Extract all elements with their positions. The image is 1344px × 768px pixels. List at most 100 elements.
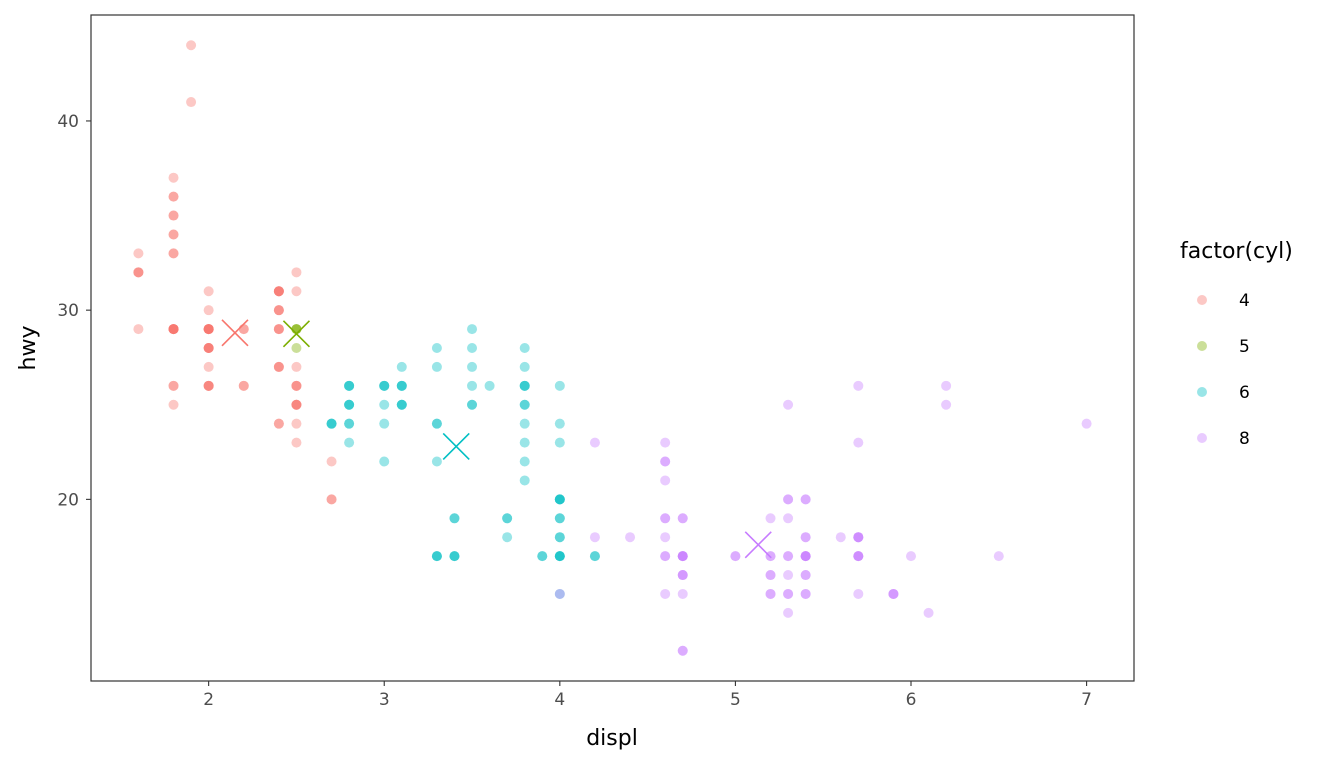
data-point-cyl-4	[133, 267, 144, 278]
data-point-cyl-4	[273, 286, 284, 297]
legend-title: factor(cyl)	[1180, 239, 1293, 264]
data-point-cyl-6	[502, 513, 513, 524]
data-point-cyl-8	[835, 532, 846, 543]
data-point-cyl-8	[765, 513, 776, 524]
data-point-cyl-6	[484, 380, 495, 391]
data-point-cyl-4	[203, 324, 214, 335]
data-point-cyl-6	[379, 418, 390, 429]
data-point-cyl-8	[923, 607, 934, 618]
legend-label: 4	[1239, 291, 1250, 311]
data-point-cyl-6	[379, 380, 390, 391]
data-point-cyl-4	[203, 380, 214, 391]
data-point-cyl-8	[800, 551, 811, 562]
data-point-cyl-8	[783, 551, 794, 562]
data-point-cyl-6	[467, 399, 478, 410]
data-point-cyl-8	[677, 570, 688, 581]
y-axis: 20 30 40	[57, 112, 91, 510]
data-point-cyl-4	[186, 97, 197, 108]
data-point-cyl-4	[168, 399, 179, 410]
data-point-cyl-8	[941, 380, 952, 391]
data-point-cyl-6	[519, 437, 530, 448]
data-point-cyl-8	[993, 551, 1004, 562]
data-point-cyl-4	[291, 399, 302, 410]
data-point-cyl-4	[291, 267, 302, 278]
data-point-cyl-8	[677, 513, 688, 524]
data-point-cyl-4	[273, 418, 284, 429]
data-point-cyl-4	[291, 286, 302, 297]
data-point-cyl-4	[168, 229, 179, 240]
data-point-cyl-4	[186, 40, 197, 51]
data-point-cyl-8	[853, 532, 864, 543]
data-point-cyl-8	[730, 551, 741, 562]
data-point-cyl-4	[273, 361, 284, 372]
data-point-cyl-8	[783, 399, 794, 410]
data-point-cyl-4	[273, 286, 284, 297]
data-point-cyl-4	[273, 418, 284, 429]
data-point-cyl-4	[168, 324, 179, 335]
data-point-cyl-8	[660, 532, 671, 543]
data-point-cyl-4	[203, 324, 214, 335]
data-point-cyl-8	[853, 437, 864, 448]
data-point-cyl-8	[677, 570, 688, 581]
data-point-cyl-6	[449, 513, 460, 524]
data-point-cyl-8	[800, 551, 811, 562]
data-point-cyl-4	[273, 361, 284, 372]
mean-marker-stroke	[442, 432, 470, 460]
data-point-cyl-6	[554, 494, 565, 505]
legend-label: 8	[1239, 429, 1250, 449]
data-point-cyl-4	[168, 248, 179, 259]
data-point-cyl-6	[554, 494, 565, 505]
data-point-cyl-6	[396, 380, 407, 391]
data-point-cyl-8	[783, 588, 794, 599]
data-point-cyl-4	[203, 380, 214, 391]
data-point-cyl-6	[519, 399, 530, 410]
data-point-cyl-8	[660, 475, 671, 486]
data-point-cyl-8	[800, 494, 811, 505]
data-point-cyl-8	[660, 513, 671, 524]
legend-label: 6	[1239, 383, 1250, 403]
data-point-cyl-4	[238, 324, 249, 335]
data-point-cyl-4	[203, 361, 214, 372]
data-point-cyl-4	[168, 210, 179, 221]
data-point-cyl-4	[238, 380, 249, 391]
data-point-cyl-4	[203, 305, 214, 316]
data-point-cyl-6	[344, 380, 355, 391]
data-point-cyl-6	[344, 437, 355, 448]
data-point-cyl-8	[800, 551, 811, 562]
data-point-cyl-6	[467, 361, 478, 372]
data-point-cyl-4	[203, 343, 214, 353]
data-point-cyl-8	[677, 551, 688, 562]
data-point-cyl-6	[344, 399, 355, 410]
data-point-cyl-4	[273, 361, 284, 372]
data-point-cyl-6	[379, 456, 390, 467]
data-point-cyl-4	[168, 324, 179, 335]
data-point-cyl-6	[589, 551, 600, 562]
data-point-cyl-6	[467, 343, 478, 353]
data-point-cyl-8	[783, 570, 794, 581]
data-point-cyl-6	[431, 418, 442, 429]
legend-item-6: 6	[1197, 383, 1250, 403]
legend-key	[1197, 341, 1207, 351]
data-point-cyl-5	[291, 343, 302, 353]
data-point-cyl-4	[203, 324, 214, 335]
data-point-cyl-8	[800, 588, 811, 599]
data-point-cyl-8	[677, 513, 688, 524]
data-point-cyl-4	[168, 248, 179, 259]
data-point-cyl-6	[431, 418, 442, 429]
data-point-cyl-8	[660, 551, 671, 562]
data-point-cyl-6	[379, 380, 390, 391]
x-tick-label: 3	[379, 690, 390, 710]
data-point-cyl-4	[203, 324, 214, 335]
x-tick-label: 5	[730, 690, 741, 710]
data-point-cyl-4	[291, 380, 302, 391]
data-point-cyl-8	[765, 588, 776, 599]
data-point-cyl-8	[853, 551, 864, 562]
data-point-cyl-6	[326, 418, 337, 429]
data-point-cyl-6	[467, 324, 478, 335]
data-point-cyl-8	[853, 380, 864, 391]
data-point-cyl-8	[800, 551, 811, 562]
legend-item-4: 4	[1197, 291, 1250, 311]
data-point-cyl-4	[203, 343, 214, 353]
data-point-cyl-4	[273, 324, 284, 335]
